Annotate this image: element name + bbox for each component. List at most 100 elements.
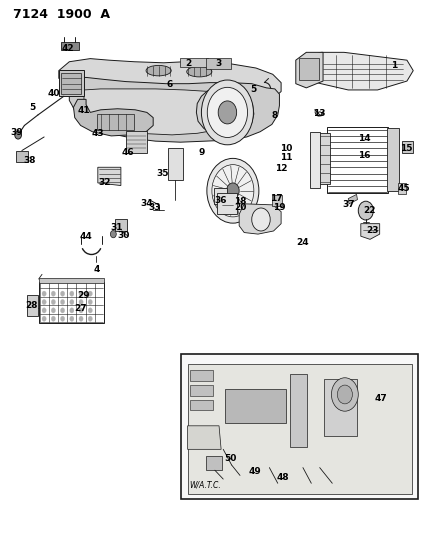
Text: 44: 44 xyxy=(80,232,92,241)
Circle shape xyxy=(42,291,46,296)
Circle shape xyxy=(88,308,92,313)
Circle shape xyxy=(212,165,254,217)
Bar xyxy=(190,370,213,381)
Bar xyxy=(225,389,286,423)
Circle shape xyxy=(337,385,352,404)
Text: 2: 2 xyxy=(186,59,192,68)
Text: 9: 9 xyxy=(198,148,205,157)
Circle shape xyxy=(42,308,46,313)
Bar xyxy=(59,70,84,96)
Text: 46: 46 xyxy=(122,148,134,157)
Text: 32: 32 xyxy=(99,179,111,188)
Text: 41: 41 xyxy=(77,107,90,115)
Bar xyxy=(190,400,213,410)
Polygon shape xyxy=(361,224,380,239)
Bar xyxy=(168,148,183,180)
Text: 12: 12 xyxy=(275,164,287,173)
Circle shape xyxy=(51,308,56,313)
Circle shape xyxy=(202,80,253,145)
Text: 18: 18 xyxy=(234,197,247,206)
Bar xyxy=(272,195,282,206)
Text: 37: 37 xyxy=(342,200,354,209)
Circle shape xyxy=(15,131,21,139)
Circle shape xyxy=(218,101,237,124)
Polygon shape xyxy=(196,88,254,137)
Circle shape xyxy=(51,291,56,296)
Polygon shape xyxy=(296,52,323,88)
Text: 31: 31 xyxy=(110,223,123,232)
Bar xyxy=(214,188,226,204)
Bar xyxy=(61,73,81,94)
Circle shape xyxy=(70,316,74,321)
Bar xyxy=(310,132,320,188)
Text: 22: 22 xyxy=(363,206,375,215)
Text: 35: 35 xyxy=(157,169,169,178)
Circle shape xyxy=(79,316,83,321)
Bar xyxy=(27,295,38,316)
Polygon shape xyxy=(187,364,412,494)
Text: 36: 36 xyxy=(214,196,226,205)
Bar xyxy=(327,126,388,193)
Polygon shape xyxy=(98,167,121,185)
Bar xyxy=(290,374,307,447)
Ellipse shape xyxy=(187,67,212,77)
Bar xyxy=(16,150,28,162)
Polygon shape xyxy=(69,77,279,142)
Text: 16: 16 xyxy=(358,151,370,160)
Text: 38: 38 xyxy=(23,156,36,165)
Bar xyxy=(126,131,147,152)
Circle shape xyxy=(79,308,83,313)
Polygon shape xyxy=(398,183,406,195)
Ellipse shape xyxy=(146,66,171,76)
Text: 7124  1900  A: 7124 1900 A xyxy=(13,9,110,21)
Text: 15: 15 xyxy=(400,144,412,154)
Text: 19: 19 xyxy=(273,204,285,213)
Polygon shape xyxy=(239,204,281,234)
Circle shape xyxy=(42,300,46,305)
Text: 17: 17 xyxy=(270,194,282,203)
Circle shape xyxy=(207,87,247,138)
Text: 49: 49 xyxy=(249,467,262,477)
Text: 28: 28 xyxy=(25,301,38,310)
Circle shape xyxy=(60,308,65,313)
Text: 14: 14 xyxy=(358,134,371,143)
Circle shape xyxy=(60,300,65,305)
Text: 50: 50 xyxy=(225,454,237,463)
Circle shape xyxy=(60,291,65,296)
Circle shape xyxy=(331,378,358,411)
Text: 20: 20 xyxy=(234,204,247,213)
Bar xyxy=(61,43,78,50)
Circle shape xyxy=(226,183,239,199)
Circle shape xyxy=(42,316,46,321)
Text: 39: 39 xyxy=(11,128,23,137)
Bar xyxy=(387,128,398,191)
Bar xyxy=(190,385,213,395)
Bar xyxy=(97,114,134,130)
Bar xyxy=(217,193,238,214)
Text: 13: 13 xyxy=(312,109,325,118)
Text: 6: 6 xyxy=(167,80,173,89)
Text: 48: 48 xyxy=(277,472,289,481)
Circle shape xyxy=(252,208,270,231)
Circle shape xyxy=(207,158,259,223)
Text: 40: 40 xyxy=(48,88,60,98)
Bar xyxy=(317,133,330,184)
Bar xyxy=(39,278,104,283)
Circle shape xyxy=(51,316,56,321)
Circle shape xyxy=(70,308,74,313)
Text: 30: 30 xyxy=(118,231,130,240)
Bar xyxy=(205,58,231,69)
Text: 5: 5 xyxy=(30,103,36,112)
Text: 3: 3 xyxy=(215,59,221,68)
Circle shape xyxy=(70,300,74,305)
Text: 1: 1 xyxy=(391,61,398,70)
Bar xyxy=(206,456,223,470)
Circle shape xyxy=(88,316,92,321)
Text: 10: 10 xyxy=(280,144,292,154)
Polygon shape xyxy=(348,195,357,204)
Bar xyxy=(299,58,319,79)
Polygon shape xyxy=(74,99,153,136)
Bar xyxy=(181,58,208,67)
Text: 33: 33 xyxy=(148,204,160,213)
Circle shape xyxy=(88,300,92,305)
